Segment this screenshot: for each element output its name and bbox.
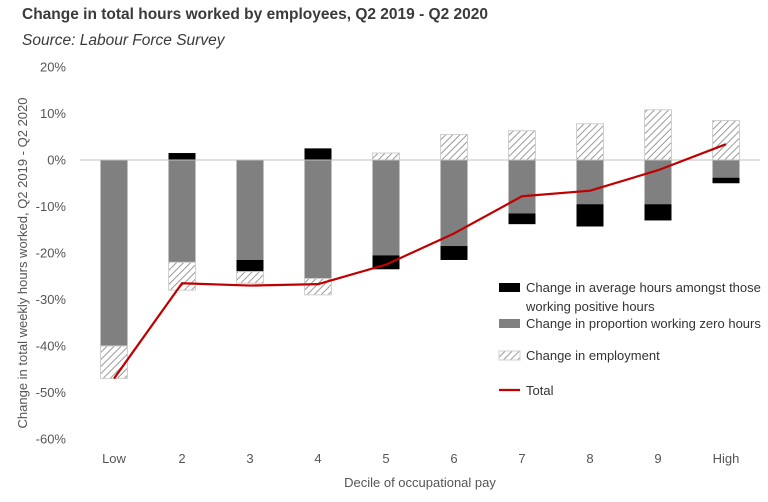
bar-segment [644, 109, 672, 161]
y-axis-title: Change in total weekly hours worked, Q2 … [15, 98, 30, 429]
x-tick-label: 5 [382, 451, 389, 466]
chart-title: Change in total hours worked by employee… [22, 6, 489, 23]
y-tick-label: -60% [36, 432, 67, 447]
legend-swatch [499, 319, 520, 328]
total-line-series [113, 143, 727, 380]
bar-segment [440, 133, 468, 161]
legend-label: Change in proportion working zero hours [526, 316, 761, 331]
legend-label: Change in employment [526, 348, 660, 363]
x-tick-label: Low [102, 451, 126, 466]
y-tick-label: -10% [36, 199, 67, 214]
bar-segment [304, 160, 332, 279]
bar-segment [372, 160, 400, 256]
x-tick-label: 9 [654, 451, 661, 466]
y-axis-tick-labels: 20% 10% 0% -10% -20% -30% -40% -50% -60% [36, 60, 67, 447]
x-tick-label: High [713, 451, 740, 466]
y-tick-label: -30% [36, 292, 67, 307]
x-tick-label: 8 [586, 451, 593, 466]
x-tick-label: 4 [314, 451, 321, 466]
bar-segment [440, 246, 468, 260]
x-tick-label: 7 [518, 451, 525, 466]
bar-segment [100, 345, 128, 380]
bar-segment [576, 123, 604, 161]
legend-label: Change in average hours amongst those wor… [525, 280, 761, 314]
bar-segment [236, 259, 264, 272]
x-axis-title: Decile of occupational pay [344, 475, 496, 490]
bar-segment [100, 160, 128, 346]
y-tick-label: 10% [40, 106, 66, 121]
y-tick-label: -50% [36, 385, 67, 400]
x-tick-label: 6 [450, 451, 457, 466]
bar-segment [712, 160, 740, 178]
bar-segment [508, 130, 536, 161]
bar-segment [576, 160, 604, 205]
chart-subtitle: Source: Labour Force Survey [22, 32, 225, 49]
y-tick-label: 20% [40, 60, 66, 75]
bar-segment [372, 152, 400, 161]
bar-segment [168, 261, 196, 291]
y-tick-label: -40% [36, 339, 67, 354]
legend-swatch [499, 283, 520, 292]
bar-segment [712, 177, 740, 184]
bar-segment [712, 119, 740, 161]
bar-segment [508, 213, 536, 225]
bar-segment [236, 160, 264, 260]
total-line [113, 143, 727, 380]
bar-segment [576, 204, 604, 227]
bar-segment [508, 160, 536, 214]
legend-label: Total [526, 383, 554, 398]
legend-swatch [498, 350, 521, 361]
bar-series-group [100, 109, 740, 380]
bar-segment [644, 204, 672, 221]
y-tick-label: -20% [36, 246, 67, 261]
bar-segment [236, 271, 264, 284]
bar-segment [168, 160, 196, 263]
x-tick-label: 3 [246, 451, 253, 466]
bar-segment [440, 160, 468, 247]
bar-segment [168, 153, 196, 160]
y-tick-label: 0% [47, 153, 66, 168]
bar-segment [304, 148, 332, 160]
x-axis-tick-labels: Low 2 3 4 5 6 7 8 9 High [102, 451, 739, 466]
x-tick-label: 2 [178, 451, 185, 466]
legend: Change in average hours amongst those wor… [498, 280, 761, 398]
